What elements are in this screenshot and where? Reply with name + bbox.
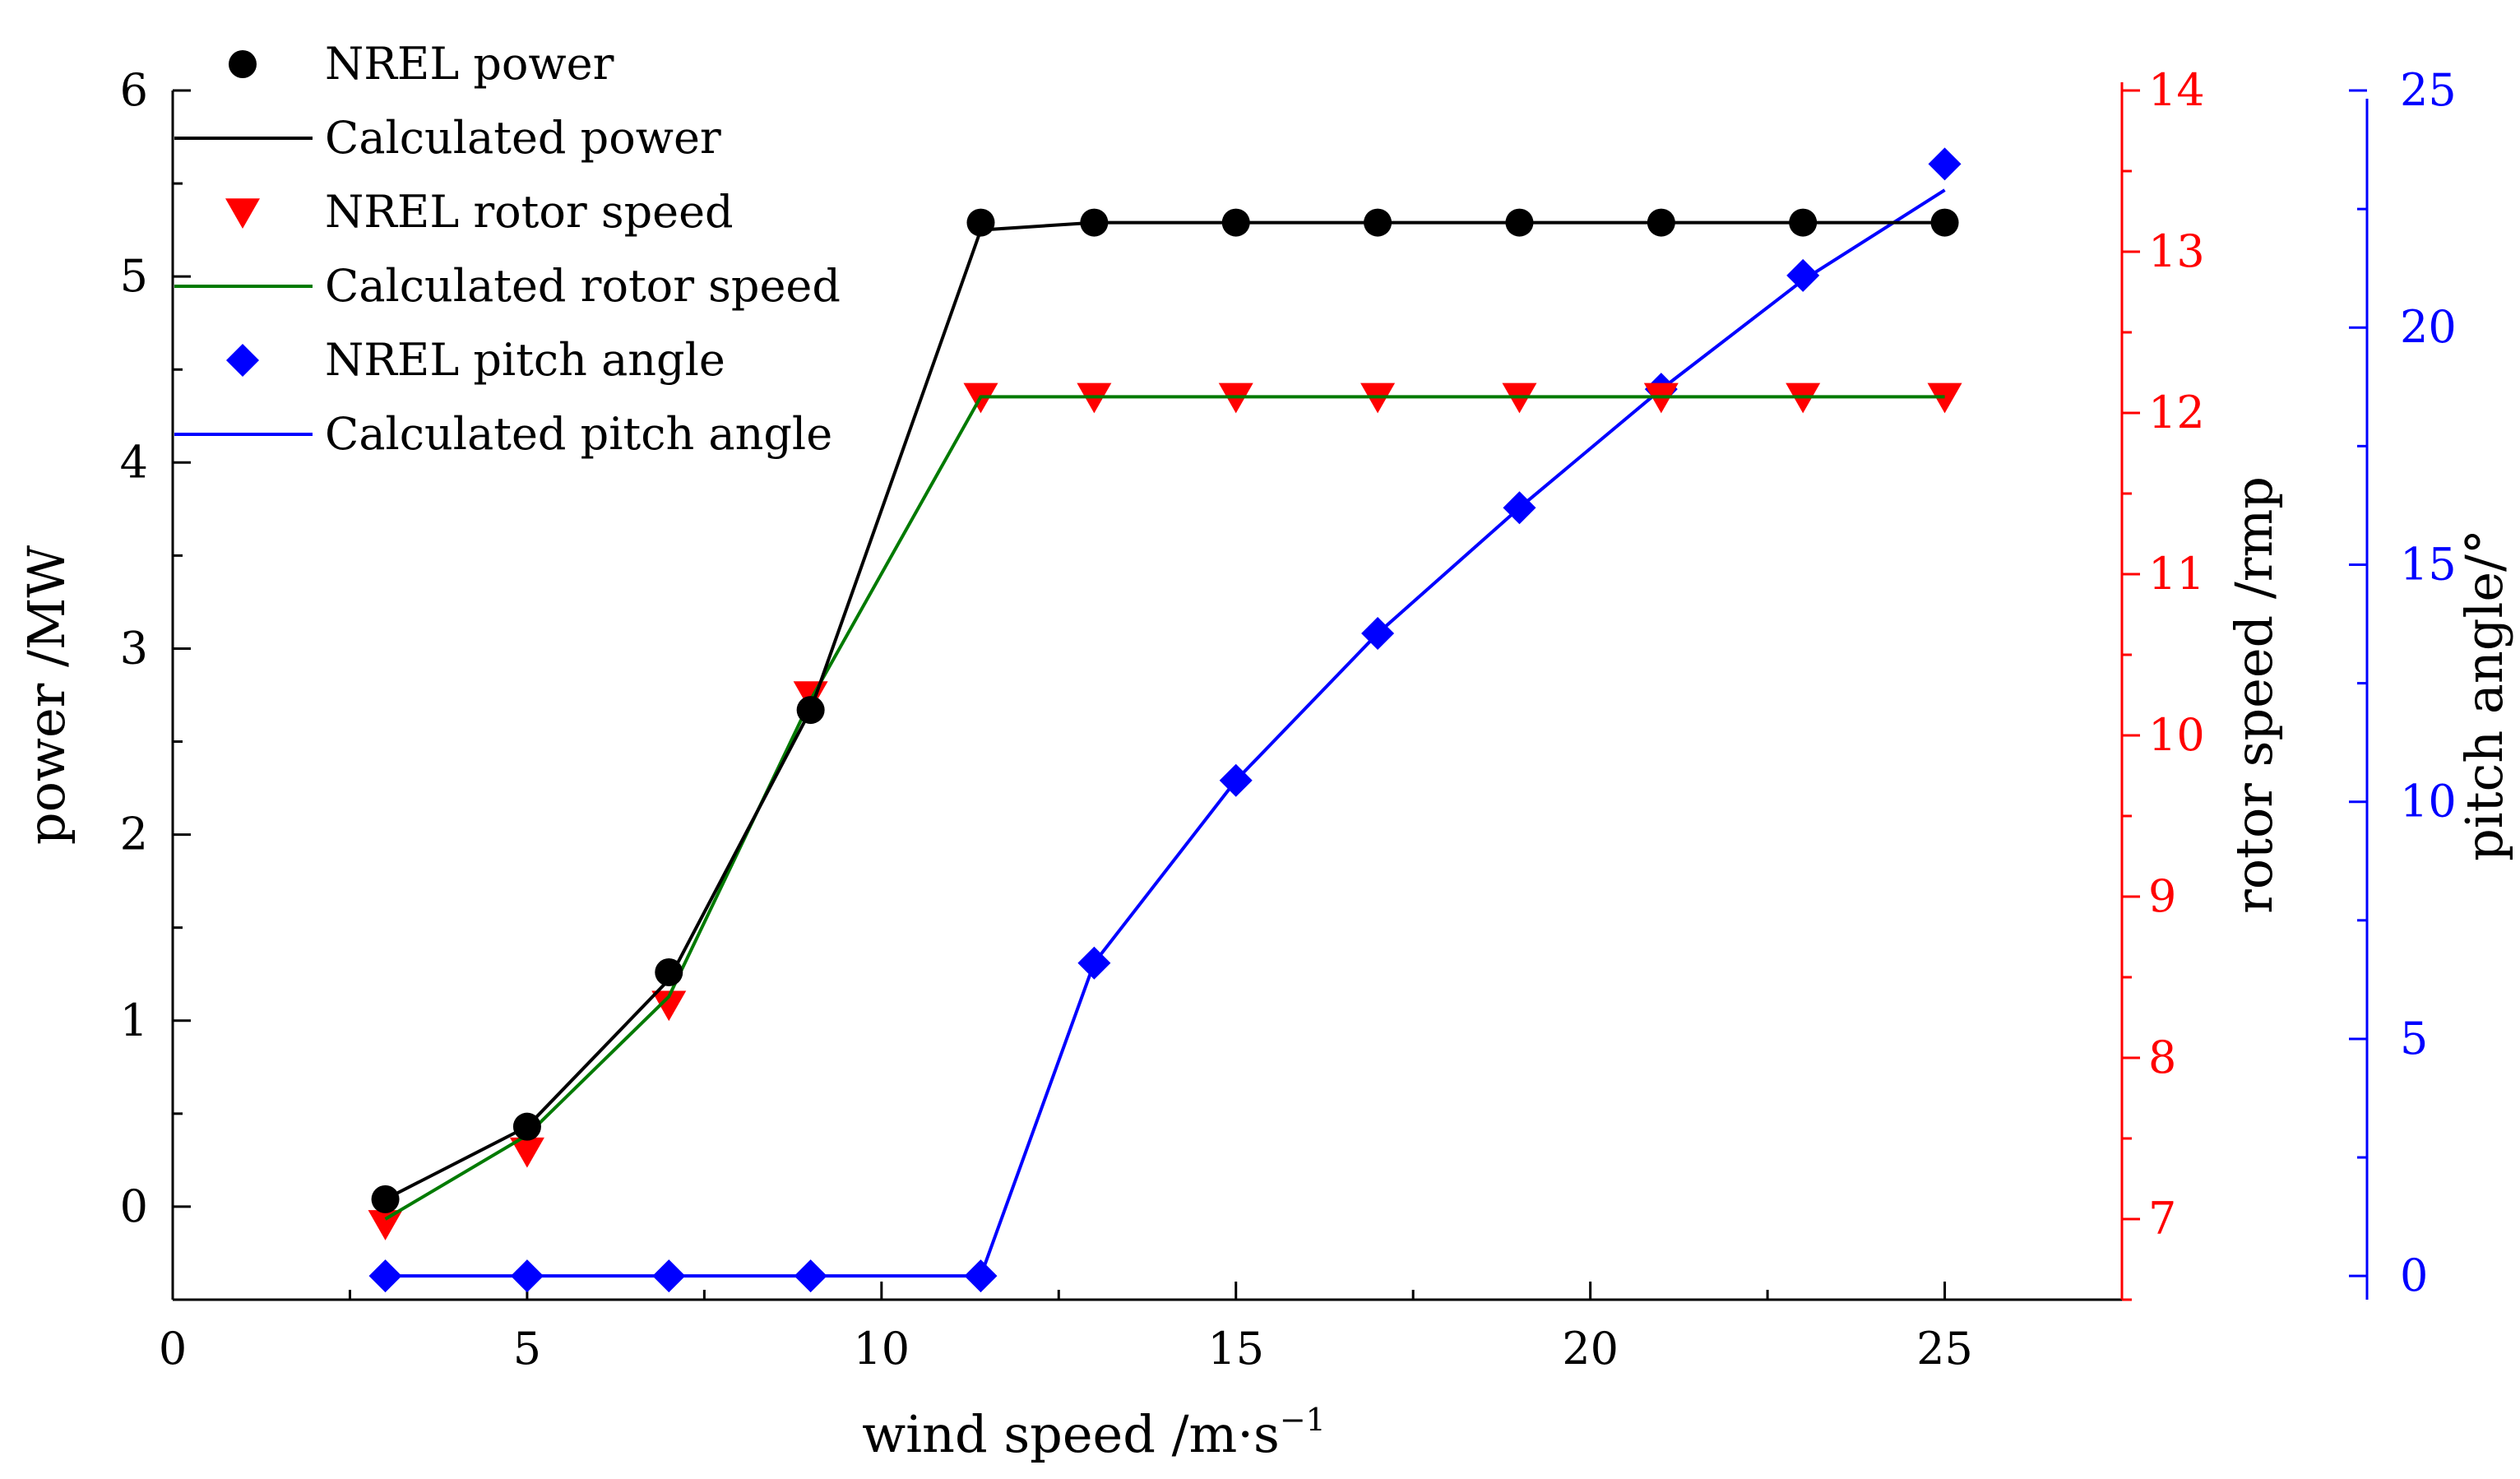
- rotor-tick-label: 11: [2148, 548, 2205, 600]
- rotor-tick-label: 13: [2148, 225, 2205, 277]
- nrel-power-point: [796, 696, 825, 725]
- x-tick-label: 15: [1207, 1323, 1264, 1375]
- legend-label: Calculated pitch angle: [325, 408, 832, 460]
- legend-label: Calculated rotor speed: [325, 260, 841, 312]
- power-tick-label: 4: [120, 436, 148, 488]
- series-layer: [368, 147, 1962, 1293]
- pitch-tick-label: 20: [2400, 301, 2457, 353]
- nrel-power-point: [1080, 208, 1109, 237]
- calculated-power-line: [384, 220, 1945, 1201]
- legend-label: NREL rotor speed: [325, 186, 734, 238]
- nrel-rotor-speed-point: [368, 1210, 403, 1240]
- legend-swatch-marker: [225, 198, 260, 229]
- nrel-power-point: [1505, 208, 1534, 237]
- power-tick-label: 6: [120, 64, 148, 116]
- legend-swatch-marker: [226, 344, 259, 377]
- pitch-tick-label: 15: [2400, 538, 2457, 590]
- power-tick-label: 1: [120, 994, 148, 1046]
- pitch-tick-label: 0: [2400, 1250, 2428, 1301]
- power-tick-label: 3: [120, 622, 148, 674]
- nrel-power-point: [1930, 208, 1959, 237]
- rotor-tick-label: 7: [2148, 1193, 2176, 1245]
- x-axis-title-main: wind speed /m·s: [862, 1404, 1280, 1464]
- rotor-tick-label: 14: [2148, 64, 2205, 116]
- series-nrel-pitch-angle: [368, 147, 1962, 1293]
- x-axis-title: wind speed /m·s−1: [862, 1402, 1326, 1464]
- legend-item-calculated-power: Calculated power: [174, 112, 721, 164]
- nrel-power-point: [1647, 208, 1675, 237]
- series-calculated-pitch-angle: [385, 188, 1946, 1278]
- legend-item-nrel-rotor-speed: NREL rotor speed: [225, 186, 734, 238]
- x-tick-label: 0: [159, 1323, 187, 1375]
- nrel-power-point: [1789, 208, 1818, 237]
- calculated-rotor-speed-line: [384, 395, 1945, 1221]
- nrel-pitch-angle-point: [1928, 147, 1962, 181]
- legend-label: Calculated power: [325, 112, 721, 164]
- rotor-tick-label: 10: [2148, 709, 2205, 761]
- nrel-power-point: [655, 957, 683, 986]
- legend-item-nrel-pitch-angle: NREL pitch angle: [226, 334, 725, 386]
- legend-item-calculated-pitch-angle: Calculated pitch angle: [174, 408, 832, 460]
- x-axis-title-superscript: −1: [1280, 1402, 1326, 1438]
- series-calculated-power: [384, 220, 1945, 1201]
- legend: NREL power Calculated power NREL rotor spe…: [174, 38, 841, 460]
- legend-swatch-marker: [229, 50, 257, 78]
- nrel-pitch-angle-point: [1786, 258, 1820, 292]
- nrel-power-point: [1364, 208, 1392, 237]
- nrel-power-point: [512, 1112, 541, 1141]
- x-tick-label: 5: [513, 1323, 541, 1375]
- power-axis-title: power /MW: [16, 545, 76, 845]
- rotor-axis-title: rotor speed /rmp: [2224, 476, 2284, 914]
- nrel-power-point: [1221, 208, 1250, 237]
- legend-label: NREL power: [325, 38, 614, 90]
- legend-item-calculated-rotor-speed: Calculated rotor speed: [174, 260, 841, 312]
- series-nrel-rotor-speed: [368, 382, 1962, 1240]
- nrel-rotor-speed-point: [651, 990, 687, 1022]
- power-tick-label: 0: [120, 1180, 148, 1232]
- nrel-power-point: [371, 1185, 400, 1213]
- rotor-tick-label: 8: [2148, 1032, 2176, 1083]
- pitch-tick-label: 10: [2400, 776, 2457, 828]
- legend-item-nrel-power: NREL power: [229, 38, 614, 90]
- power-tick-label: 5: [120, 250, 148, 302]
- rotor-tick-label: 9: [2148, 870, 2176, 922]
- pitch-axis-title: pitch angle/°: [2454, 529, 2514, 861]
- calculated-pitch-angle-line: [385, 188, 1946, 1278]
- series-nrel-power: [371, 208, 1959, 1213]
- pitch-tick-label: 25: [2400, 64, 2457, 116]
- x-tick-label: 20: [1562, 1323, 1619, 1375]
- power-tick-label: 2: [120, 809, 148, 860]
- pitch-tick-label: 5: [2400, 1013, 2428, 1064]
- legend-label: NREL pitch angle: [325, 334, 725, 386]
- x-tick-label: 10: [853, 1323, 910, 1375]
- rotor-tick-label: 12: [2148, 387, 2205, 438]
- x-tick-label: 25: [1916, 1323, 1973, 1375]
- nrel-rotor-speed-point: [509, 1137, 544, 1168]
- nrel-power-point: [966, 208, 995, 237]
- series-calculated-rotor-speed: [384, 395, 1945, 1221]
